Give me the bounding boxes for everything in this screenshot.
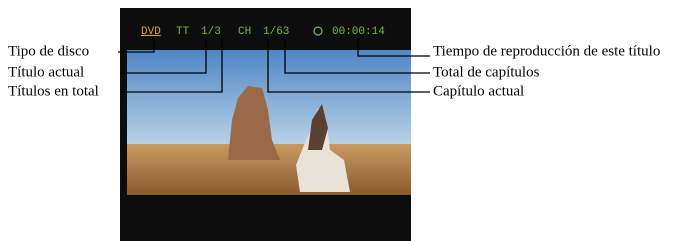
label-total-titles: Títulos en total <box>8 83 99 99</box>
diagram: DVD TT 1/3 CH 1/63 00:00:14 Tipo de disc… <box>0 0 695 241</box>
osd-time: 00:00:14 <box>332 26 385 38</box>
label-current-title: Título actual <box>8 64 84 80</box>
osd-title: 1/3 <box>201 26 221 38</box>
osd-chapter-tag: CH <box>238 26 251 38</box>
label-play-time: Tiempo de reproducción de este título <box>433 43 660 59</box>
label-total-chapters: Total de capítulos <box>433 64 540 80</box>
osd-title-tag: TT <box>176 26 190 38</box>
label-current-chapter: Capítulo actual <box>433 83 524 99</box>
osd-chapter: 1/63 <box>263 26 289 38</box>
osd-disc-type: DVD <box>141 26 161 38</box>
video-frame <box>127 50 411 195</box>
label-disc-type: Tipo de disco <box>8 43 89 59</box>
